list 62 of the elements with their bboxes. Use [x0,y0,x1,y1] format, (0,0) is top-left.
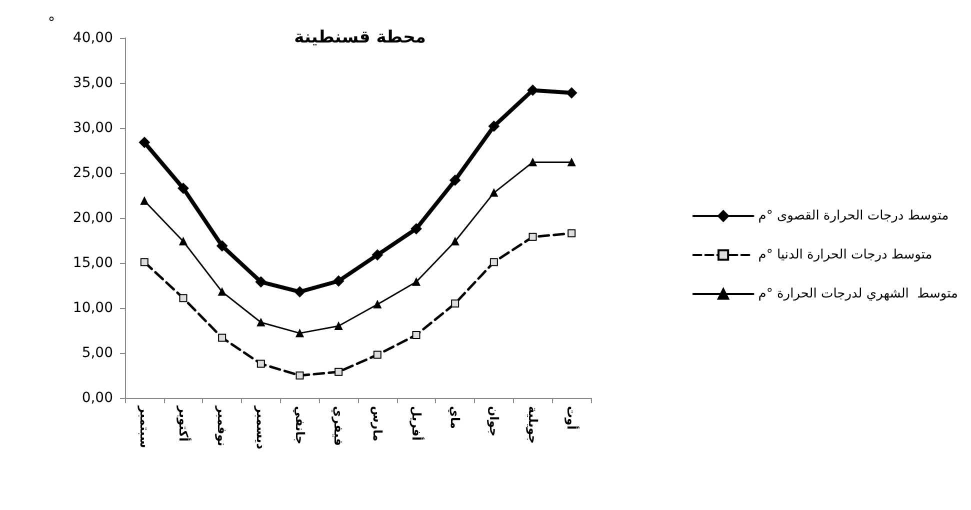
point [412,278,420,286]
legend-label: متوسط الشهري لدرجات الحرارة °م [758,286,958,302]
x-tick-label: فيفري [332,406,346,446]
x-tick-label: جانفي [292,406,307,444]
point [372,249,383,260]
point [294,286,306,298]
x-tick-label: أفريل [409,406,424,441]
point [256,318,265,326]
point [412,331,420,339]
point [140,258,148,266]
y-tick-label: 30,00 [72,120,113,136]
x-tick-label: مارس [370,406,384,442]
x-tick-label: سبتمبر [137,405,152,448]
chart-title: محطة قسنطينة [294,28,426,48]
point [490,188,498,197]
x-tick-label: ديسمبر [254,405,268,450]
y-tick-label: 25,00 [72,165,113,181]
point [296,329,304,338]
point [256,360,265,368]
y-tick-label: 20,00 [72,210,113,226]
x-tick-label: أكتوبر [176,405,192,442]
x-tick-label: نوفمبر [215,405,230,446]
point [527,84,538,96]
point [218,334,226,342]
legend-label: متوسط درجات الحرارة القصوى °م [758,208,949,224]
point [410,223,422,234]
point [178,182,189,194]
y-axis-title: ° [48,15,55,31]
point [528,158,537,166]
y-tick-label: 40,00 [72,30,113,46]
point [451,237,460,246]
point [373,350,382,359]
point [373,300,382,308]
point [333,276,344,286]
point [451,300,460,308]
y-tick-label: 35,00 [72,75,113,91]
point [488,120,500,132]
point [450,174,461,186]
point [218,288,226,296]
y-tick-label: 15,00 [72,255,113,271]
point [179,237,188,246]
point [528,232,537,241]
point [179,294,188,302]
x-tick-label: جوان [486,406,501,437]
x-tick-label: جويلية [526,406,540,444]
point [568,229,576,238]
point [138,136,150,148]
point [296,372,304,380]
x-tick-label: أوت [564,406,580,430]
point [334,368,343,376]
point [140,196,148,205]
y-tick-label: 10,00 [72,300,113,316]
point [568,158,576,166]
point [334,322,343,330]
point [216,240,228,252]
y-tick-label: 5,00 [82,345,113,361]
y-tick-label: 0,00 [82,390,113,406]
point [490,258,498,266]
point [566,87,578,98]
x-tick-label: ماي [448,406,462,429]
legend-label: متوسط درجات الحرارة الدنيا °م [758,248,932,262]
point [255,276,266,288]
